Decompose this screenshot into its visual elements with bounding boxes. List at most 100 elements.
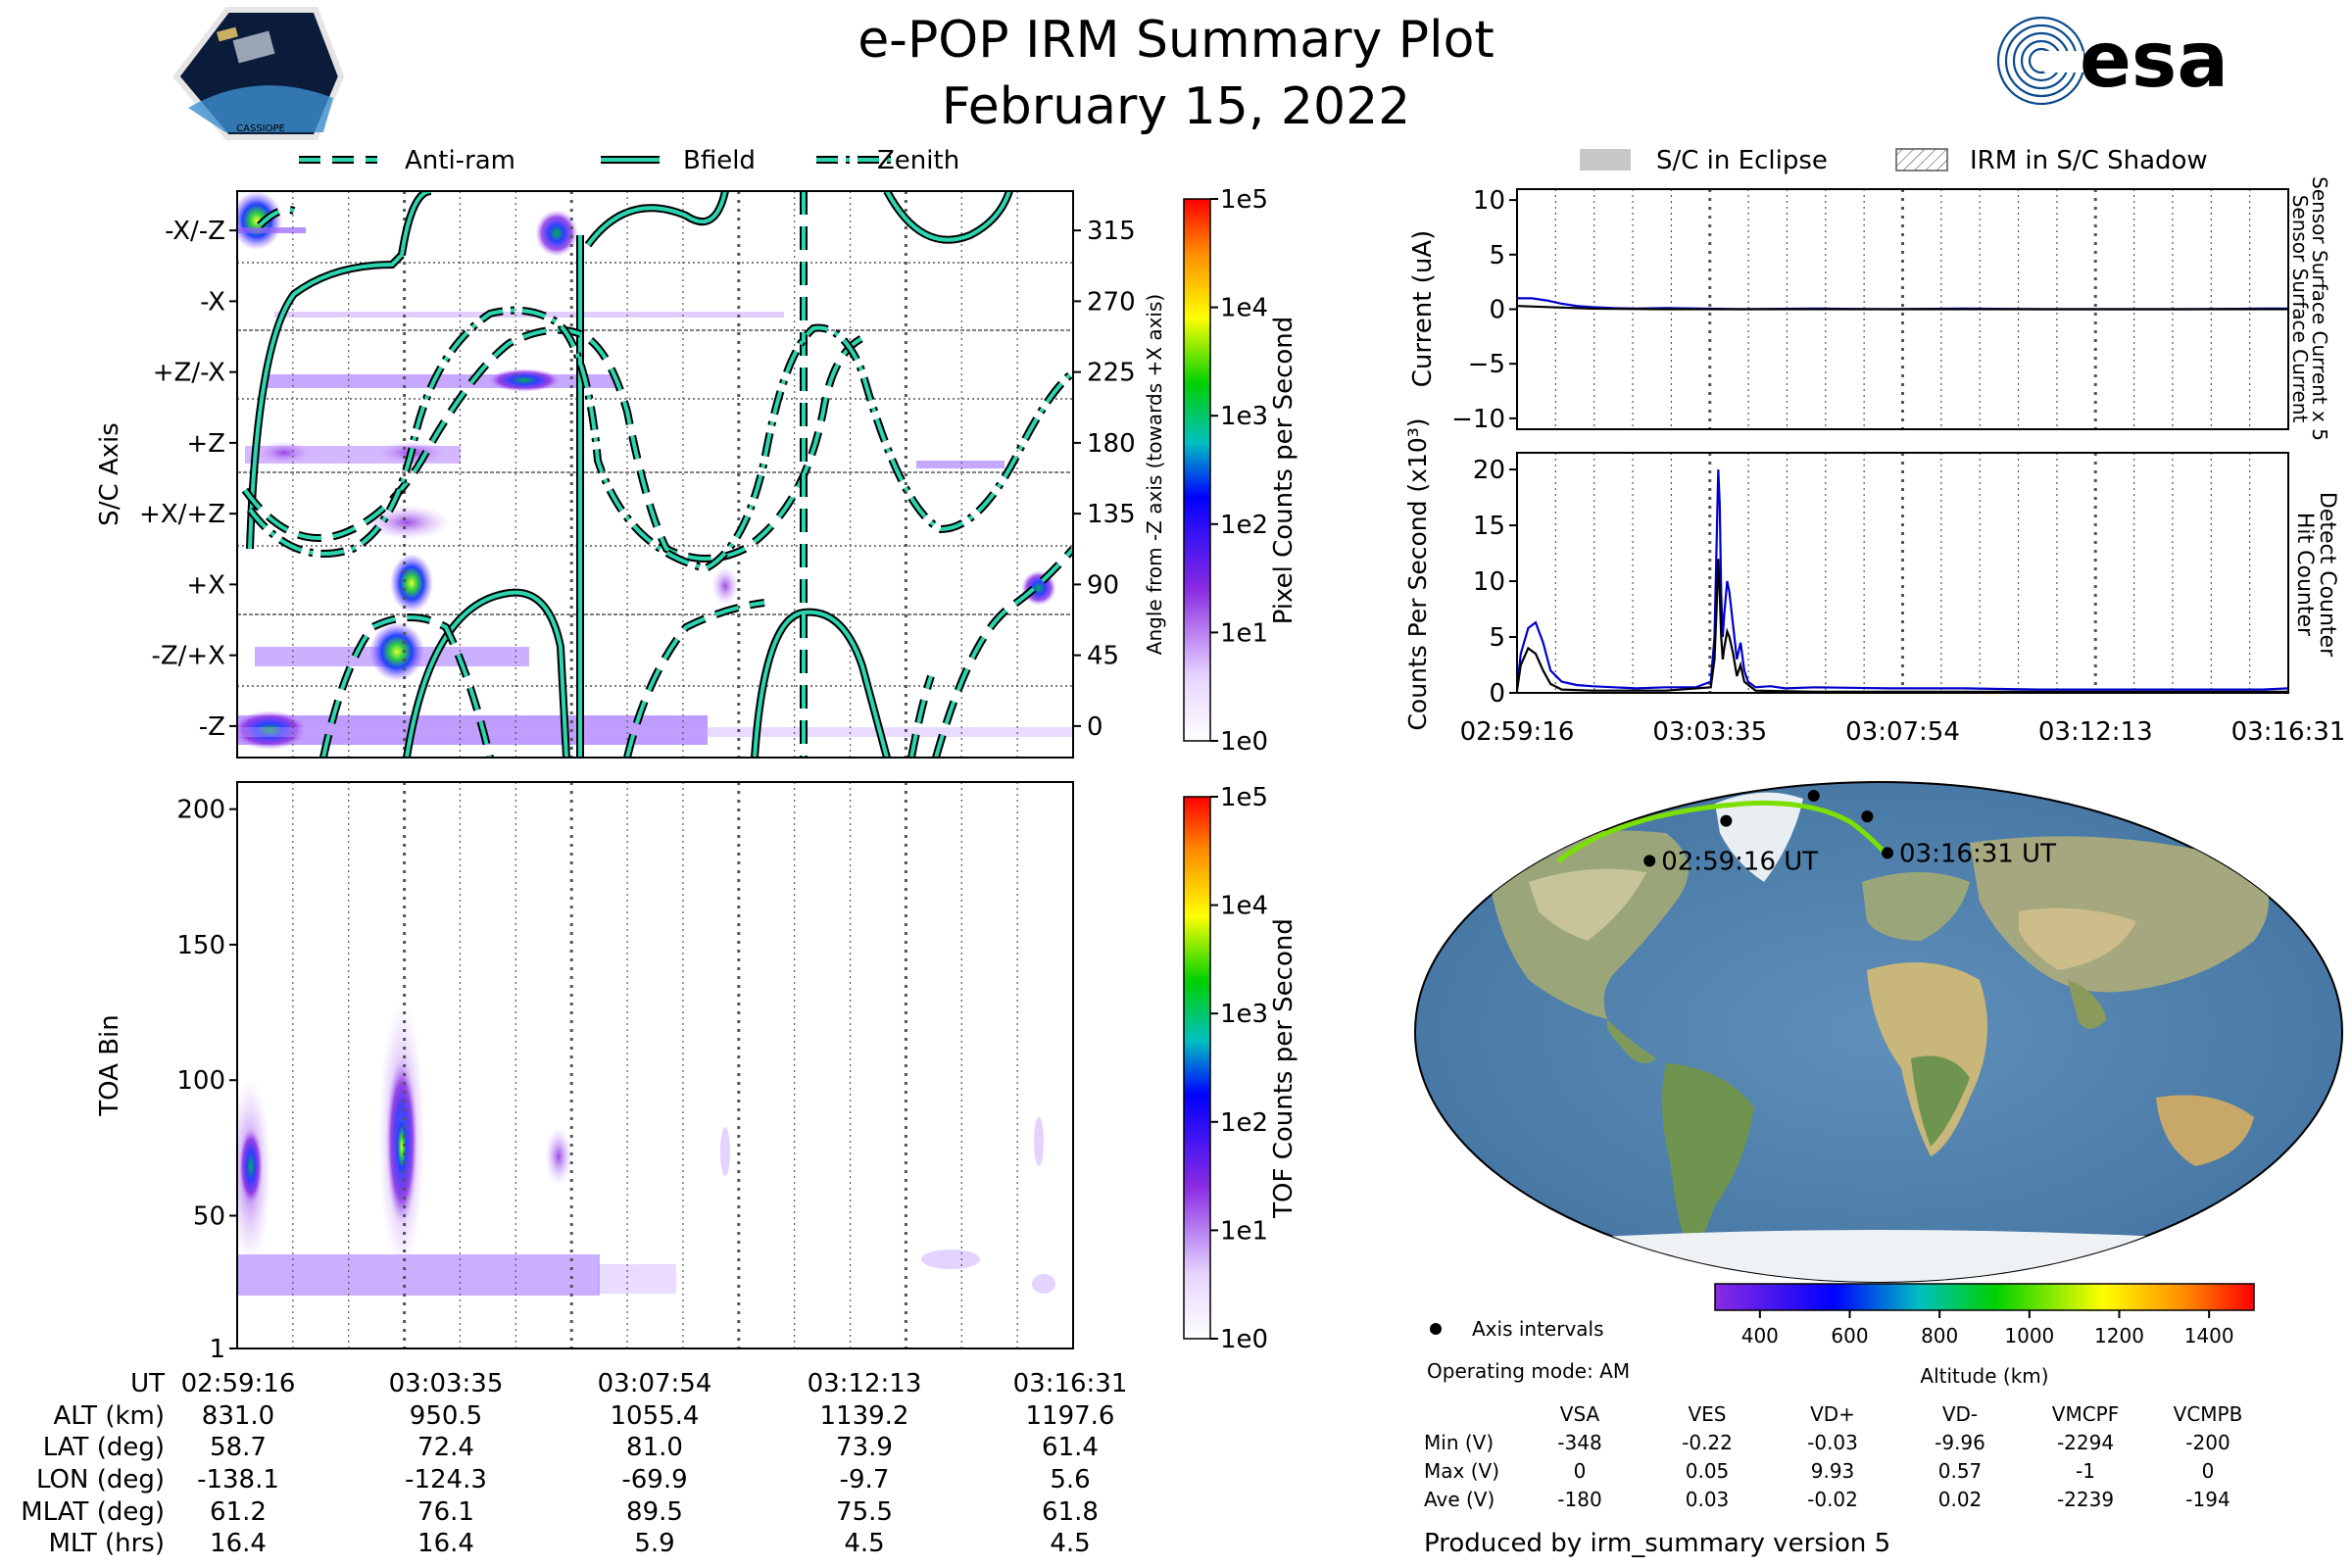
voltage-cell: -2239: [2057, 1488, 2114, 1511]
voltage-cell: -194: [2185, 1488, 2230, 1511]
pixel-colorbar: 1e5 1e4 1e3 1e2 1e1 1e0 Pixel Counts per Seco…: [1183, 185, 1298, 757]
legend-shadow-label: IRM in S/C Shadow: [1970, 146, 2208, 175]
sc-axis-curves: [241, 191, 1073, 758]
voltage-header: VES: [1688, 1402, 1726, 1426]
voltage-cell: -0.03: [1807, 1431, 1858, 1454]
colorbar-tick-label: 1e3: [1220, 402, 1268, 431]
sc-axis-category-label: -X/-Z: [165, 217, 225, 246]
sc-axis-category-label: -Z: [199, 712, 225, 742]
orbit-point: [1861, 810, 1874, 823]
series-line: [1515, 469, 2289, 691]
counts-x-tick-label: 03:03:35: [1652, 717, 1767, 747]
ephemeris-table: UT ALT (km)LAT (deg) LON (deg) MLAT (deg)ML…: [21, 1369, 1127, 1558]
toa-y-tick-label: 100: [176, 1066, 225, 1096]
voltage-cell: 0.05: [1686, 1459, 1730, 1483]
current-right-label-2: Sensor Surface Current: [2288, 195, 2312, 423]
colorbar-tick-label: 1e2: [1220, 511, 1268, 540]
current-chart: 10 5 0 −5 −10 Current (uA) Sensor Surface Cu…: [1408, 176, 2331, 441]
colorbar-tick-label: 1e0: [1220, 727, 1268, 757]
voltage-cell: -348: [1557, 1431, 1601, 1454]
toa-y-tick-label: 1: [209, 1335, 225, 1364]
panel-y-tick-label: 20: [1473, 456, 1505, 485]
esa-logo: esa: [1996, 16, 2229, 106]
voltage-row-label: Min (V): [1424, 1431, 1494, 1454]
toa-plot-frame: [236, 781, 1074, 1349]
colorbar-tick-label: 1e2: [1220, 1108, 1268, 1138]
altitude-tick-label: 400: [1741, 1324, 1779, 1348]
ephemeris-cell: 5.9: [634, 1529, 674, 1558]
altitude-colorbar-gradient: [1714, 1283, 2255, 1311]
legend-eclipse-label: S/C in Eclipse: [1656, 146, 1828, 175]
legend-anti-ram: Anti-ram: [299, 146, 515, 175]
voltage-cell: 0.57: [1938, 1459, 1983, 1483]
counts-grid: [1554, 453, 2251, 693]
panel-y-tick-label: 10: [1473, 567, 1505, 597]
toa-heatmap: [237, 1000, 1055, 1296]
legend-zenith: Zenith: [816, 146, 959, 175]
ephemeris-cell: 72.4: [417, 1433, 474, 1462]
sc-axis-angle-label: 315: [1087, 217, 1136, 246]
ephemeris-cell: 58.7: [210, 1433, 267, 1462]
ephemeris-cell: 61.8: [1042, 1497, 1099, 1527]
counts-x-tick-label: 02:59:16: [1460, 717, 1575, 747]
voltage-header: VCMPB: [2174, 1402, 2243, 1426]
ephemeris-cell: 61.2: [210, 1497, 267, 1527]
ephemeris-cell: 61.4: [1042, 1433, 1099, 1462]
sc-axis-category-labels: -X/-Z -X +Z/-X +Z +X/+Z +X -Z/+X -Z: [139, 217, 237, 742]
orbit-track: [1556, 800, 1888, 863]
altitude-colorbar: 400 600 800 1000 1200 1400 Altitude (km): [1714, 1283, 2255, 1388]
panel-y-tick-label: 5: [1489, 623, 1505, 653]
colorbar-tick-label: 1e0: [1220, 1325, 1268, 1354]
toa-ylabel: TOA Bin: [95, 1014, 124, 1116]
axis-intervals-label: Axis intervals: [1472, 1317, 1604, 1341]
colorbar-tick-label: 1e3: [1220, 1000, 1268, 1029]
current-right-label-1: Sensor Surface Current x 5: [2308, 176, 2331, 441]
current-y-ticks: 10 5 0 −5 −10: [1451, 186, 1517, 434]
counts-x-ticks: 02:59:16 03:03:35 03:07:54 03:12:13 03:16:31: [1460, 717, 2346, 747]
sc-axis-row-lines: [237, 262, 1073, 687]
counts-right-label-1: Detect Counter: [2315, 492, 2339, 658]
panel-y-tick-label: 0: [1489, 296, 1505, 325]
counts-plot-frame: [1516, 452, 2289, 694]
curve-legend: Anti-ram Bfield Zenith: [299, 146, 959, 175]
ephemeris-cell: 16.4: [417, 1529, 474, 1558]
orbit-point: [1882, 847, 1894, 859]
eclipse-legend: S/C in Eclipse IRM in S/C Shadow: [1580, 146, 2208, 175]
sc-axis-ylabel: S/C Axis: [95, 422, 124, 526]
counts-chart: 0 5 10 15 20 02:59:16 03:03:35 03:07:54 03:12:1…: [1403, 417, 2345, 747]
axis-intervals-marker: [1430, 1323, 1442, 1335]
ephemeris-cell: 03:07:54: [598, 1369, 712, 1398]
counts-right-label-2: Hit Counter: [2292, 513, 2317, 637]
altitude-tick-label: 1000: [2004, 1324, 2054, 1348]
tof-colorbar-ticks: 1e5 1e4 1e3 1e2 1e1 1e0: [1210, 783, 1268, 1354]
voltage-table: VSA VES VD+ VD- VMCPF VCMPB Min (V) -348 -0.22 -0…: [1424, 1402, 2242, 1511]
voltage-cell: -1: [2076, 1459, 2095, 1483]
orbit-map: 02:59:16 UT 03:16:31 UT: [1414, 781, 2343, 1283]
current-grid: [1554, 189, 2251, 429]
page-title: e-POP IRM Summary Plot: [858, 11, 1494, 70]
voltage-cell: -2294: [2057, 1431, 2114, 1454]
voltage-header: VMCPF: [2052, 1402, 2119, 1426]
voltage-cell: 0: [2202, 1459, 2215, 1483]
ephemeris-cell: 03:16:31: [1013, 1369, 1128, 1398]
voltage-cell: -180: [1557, 1488, 1601, 1511]
panel-y-tick-label: 5: [1489, 241, 1505, 270]
ephemeris-row-label: UT: [130, 1369, 165, 1398]
cassiope-logo: CASSIOPE: [172, 7, 345, 140]
sc-axis-category-label: +Z: [186, 429, 225, 459]
voltage-cell: -200: [2185, 1431, 2230, 1454]
ephemeris-cell: -124.3: [405, 1465, 487, 1494]
ephemeris-cell: 4.5: [1050, 1529, 1090, 1558]
legend-bfield: Bfield: [601, 146, 756, 175]
sc-axis-category-label: +Z/-X: [153, 359, 225, 388]
sc-axis-angle-label: 45: [1087, 642, 1119, 671]
pixel-colorbar-gradient: [1183, 198, 1211, 742]
voltage-cell: -0.02: [1807, 1488, 1858, 1511]
colorbar-tick-label: 1e5: [1220, 185, 1268, 215]
cassiope-logo-text: CASSIOPE: [236, 123, 285, 134]
voltage-cell: -0.22: [1682, 1431, 1733, 1454]
voltage-cell: 0: [1574, 1459, 1587, 1483]
